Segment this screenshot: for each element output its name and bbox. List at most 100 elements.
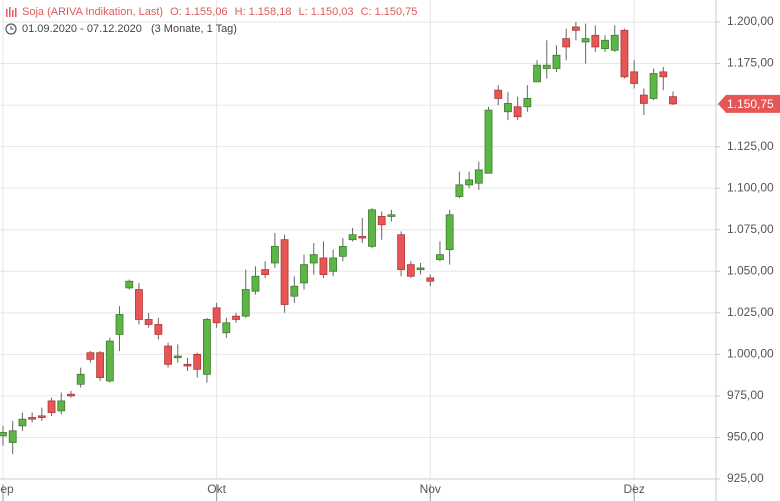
x-tick-label: Okt — [207, 482, 226, 496]
clock-icon — [5, 23, 17, 35]
period: (3 Monate, 1 Tag) — [151, 23, 237, 35]
candle-body — [494, 89, 503, 99]
candle-body — [67, 393, 75, 397]
candle-body — [329, 257, 338, 272]
summary-value: 1.155,06 — [185, 6, 228, 18]
candle-body — [309, 254, 318, 264]
candle-body — [270, 245, 279, 264]
x-tick-label: Nov — [420, 482, 441, 496]
candle-body — [37, 415, 46, 418]
y-tick-label: 975,00 — [727, 388, 764, 402]
candle-body — [358, 235, 367, 239]
candle-body — [57, 400, 66, 412]
summary-key: O: — [170, 6, 182, 18]
y-tick-label: 1.200,00 — [727, 14, 774, 28]
summary-value: 1.150,75 — [375, 6, 418, 18]
x-tick-label: Dez — [623, 482, 644, 496]
candle-body — [610, 34, 619, 51]
candle-body — [47, 400, 56, 413]
candle-body — [300, 264, 308, 284]
candle-body — [474, 169, 483, 184]
candle-body — [203, 319, 211, 375]
candle-body — [173, 355, 182, 359]
candle-body — [241, 289, 250, 317]
candle-body — [368, 209, 376, 247]
header: Soja (ARIVA Indikation, Last) O: 1.155,06… — [22, 6, 417, 18]
candle-body — [105, 340, 114, 382]
last-price-label: 1.150,75 — [727, 97, 774, 111]
last-price-marker — [718, 94, 780, 113]
y-tick-label: 1.025,00 — [727, 305, 774, 319]
summary-key: C: — [361, 6, 372, 18]
candle-body — [562, 38, 571, 48]
summary-key: L: — [299, 6, 308, 18]
candle-body — [76, 373, 85, 385]
candle-body — [591, 34, 600, 48]
candle-body — [0, 432, 7, 437]
candle-body — [455, 184, 464, 197]
candle-body — [164, 345, 172, 365]
candle-body — [523, 98, 532, 108]
summary-key: H: — [235, 6, 246, 18]
candle-body — [338, 245, 347, 257]
candle-body — [513, 106, 522, 118]
candle-body — [630, 71, 639, 84]
candles — [0, 22, 677, 455]
y-tick-label: 1.075,00 — [727, 222, 774, 236]
candle-body — [290, 285, 299, 297]
candle-body — [183, 363, 192, 367]
candle-body — [620, 29, 629, 78]
candle-body — [542, 64, 551, 69]
candle-body — [96, 352, 105, 379]
candle-body — [669, 96, 677, 105]
candle-body — [416, 267, 425, 271]
candle-body — [115, 314, 124, 335]
candle-body — [348, 234, 357, 241]
candle-body — [154, 324, 163, 335]
candle-body — [504, 103, 512, 113]
candle-body — [135, 289, 143, 320]
candle-body — [261, 269, 270, 275]
summary-value: 1.158,18 — [249, 6, 292, 18]
candle-body — [445, 214, 454, 251]
candle-body — [426, 277, 435, 282]
candle-body — [387, 214, 396, 217]
candle-body — [28, 417, 37, 420]
candle-body — [8, 430, 17, 443]
candle-body — [436, 254, 444, 261]
candle-body — [319, 257, 328, 275]
y-tick-label: 1.050,00 — [727, 263, 774, 277]
date-range: 01.09.2020 - 07.12.2020 — [22, 23, 142, 35]
candle-body — [649, 73, 658, 99]
candle-body — [406, 264, 415, 277]
candle-body — [533, 64, 541, 83]
candle-body — [659, 71, 668, 78]
y-tick-label: 925,00 — [727, 471, 764, 485]
header-icon — [6, 7, 17, 17]
candle-body — [484, 109, 493, 174]
candle-body — [465, 179, 473, 186]
candle-body — [144, 319, 153, 325]
candle-body — [581, 38, 590, 43]
subtitle: 01.09.2020 - 07.12.2020 (3 Monate, 1 Tag… — [22, 23, 237, 35]
y-tick-label: 1.175,00 — [727, 56, 774, 70]
candle-body — [552, 54, 561, 69]
candle-body — [125, 280, 134, 289]
y-tick-label: 1.125,00 — [727, 139, 774, 153]
candle-body — [280, 239, 289, 305]
summary-value: 1.150,03 — [311, 6, 354, 18]
grid — [0, 0, 716, 480]
candle-body — [377, 216, 386, 226]
candle-body — [232, 315, 240, 320]
candle-body — [397, 234, 406, 271]
y-tick-label: 1.000,00 — [727, 347, 774, 361]
y-tick-label: 1.100,00 — [727, 180, 774, 194]
candle-body — [86, 352, 95, 360]
candle-body — [251, 275, 260, 292]
candle-body — [601, 39, 609, 49]
candle-body — [193, 353, 202, 370]
candle-body — [212, 307, 221, 324]
candle-body — [639, 94, 648, 104]
x-tick-label: Sep — [0, 482, 14, 496]
